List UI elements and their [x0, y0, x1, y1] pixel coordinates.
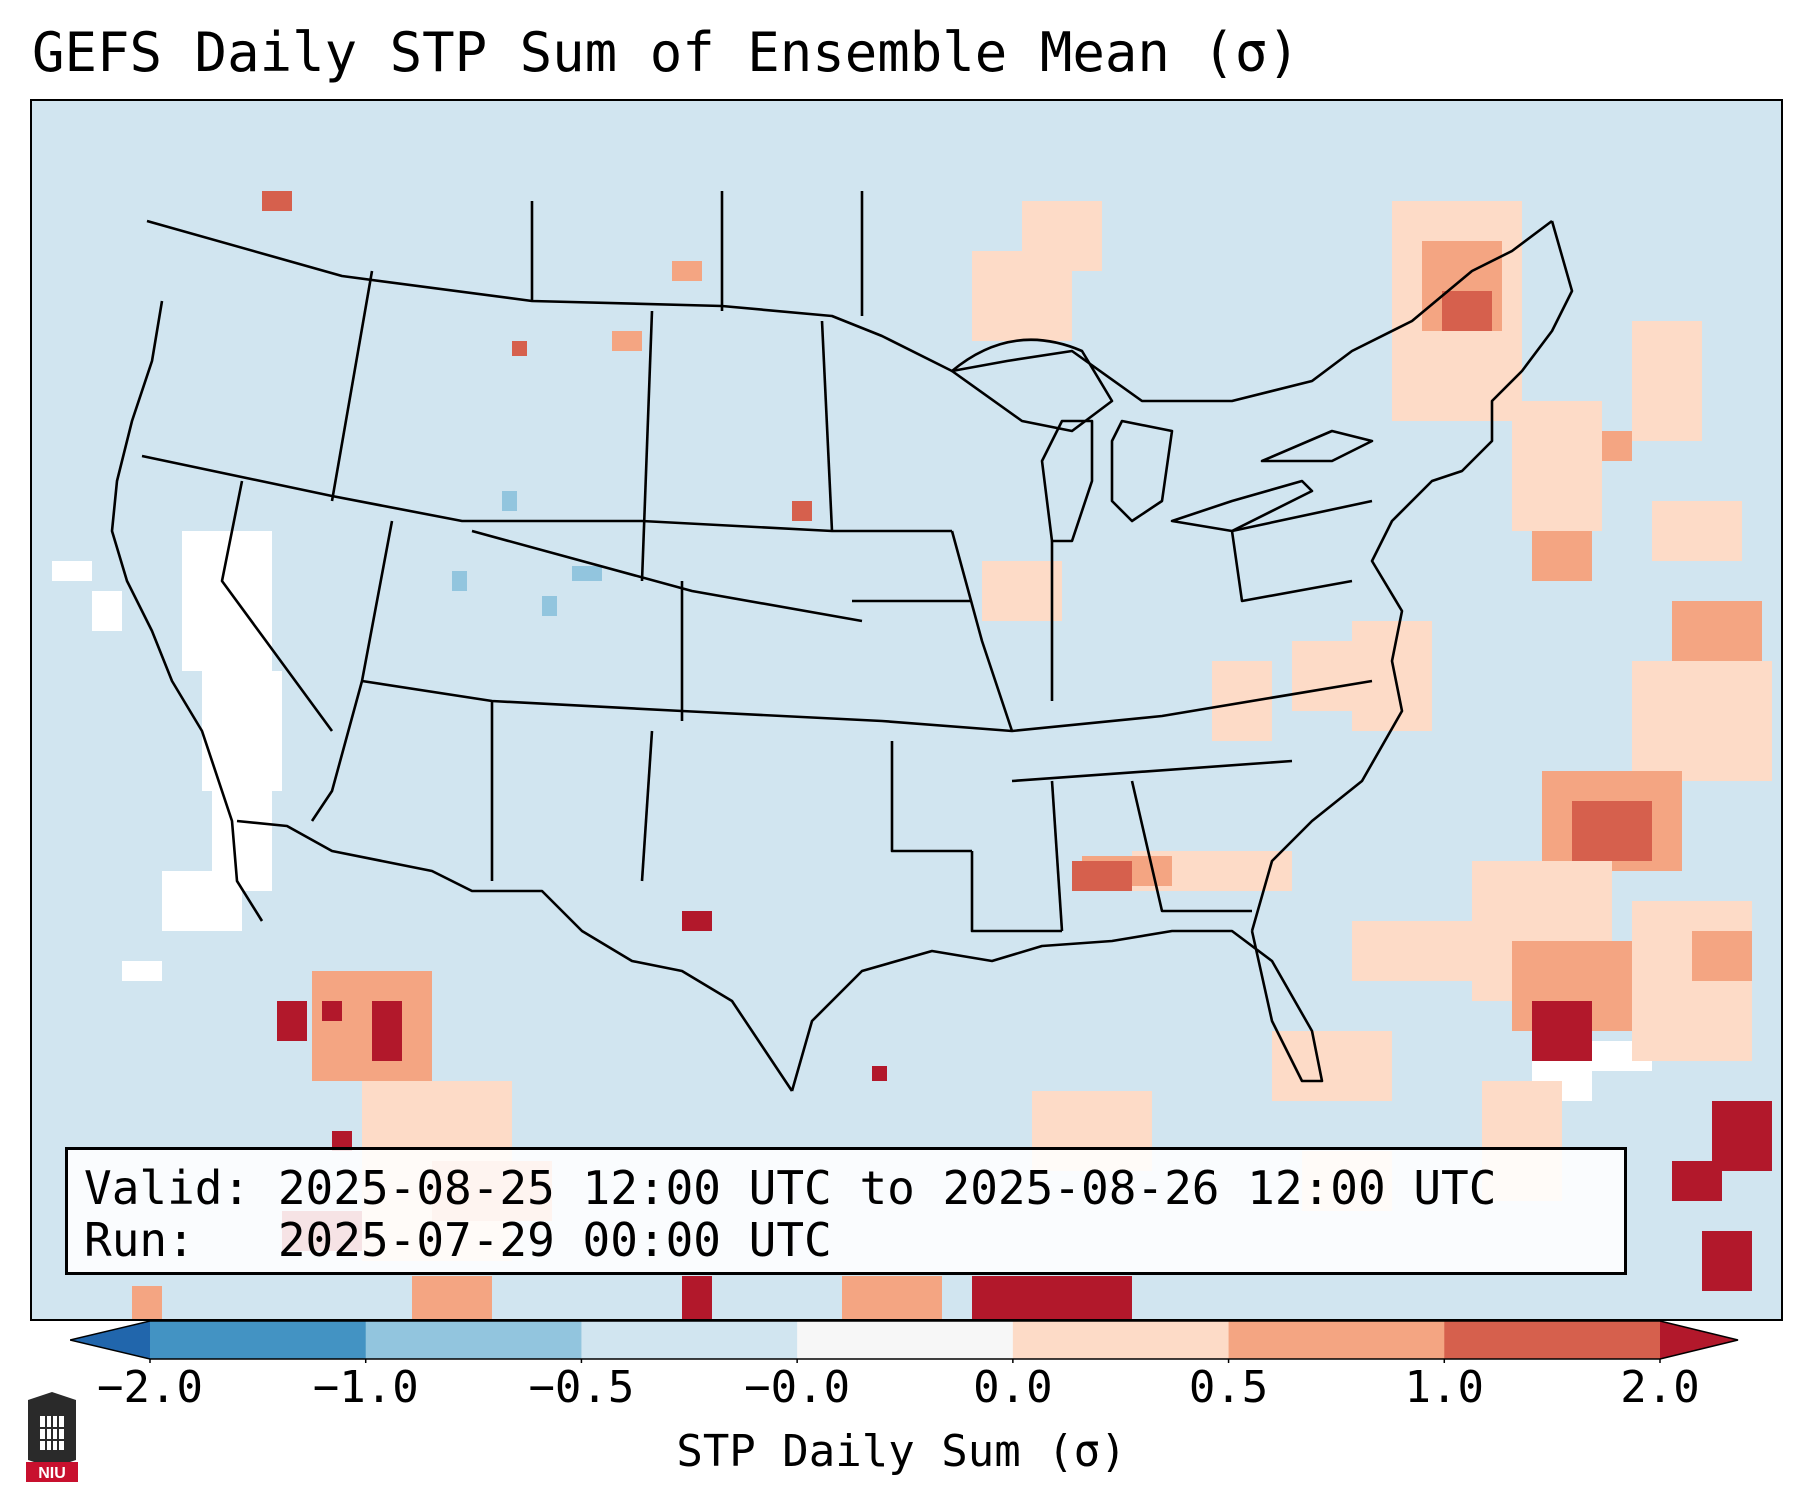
- cell-crimson: [872, 1066, 887, 1081]
- cell-white: [122, 961, 162, 981]
- map-panel: [30, 99, 1783, 1321]
- colorbar-bin: [797, 1321, 1014, 1359]
- state-borders: [110, 191, 1574, 1092]
- cell-dark: [1572, 801, 1652, 861]
- niu-logo-text: NIU: [38, 1465, 66, 1482]
- cell-dark: [792, 501, 812, 521]
- cell-light: [982, 561, 1062, 621]
- cell-dark: [1442, 291, 1492, 331]
- colorbar-bin: [1444, 1321, 1661, 1359]
- cell-white: [92, 591, 122, 631]
- colorbar-tick-label: −2.0: [97, 1362, 203, 1413]
- colorbar: [70, 1320, 1739, 1363]
- cell-med: [1532, 531, 1592, 581]
- valid-time-text: Valid: 2025-08-25 12:00 UTC to 2025-08-2…: [84, 1161, 1497, 1215]
- cell-light: [1652, 501, 1742, 561]
- colorbar-extend-min: [70, 1321, 150, 1359]
- cell-light: [1212, 661, 1272, 741]
- cell-white: [202, 671, 282, 791]
- cell-light: [1292, 641, 1352, 711]
- cell-med: [682, 911, 712, 931]
- cell-light: [1352, 621, 1432, 731]
- cell-light: [1352, 921, 1472, 981]
- colorbar-tick-label: 2.0: [1620, 1362, 1700, 1413]
- chart-title: GEFS Daily STP Sum of Ensemble Mean (σ): [32, 21, 1300, 84]
- cell-crimson: [1712, 1101, 1772, 1171]
- colorbar-bin: [365, 1321, 582, 1359]
- cell-med: [672, 261, 702, 281]
- cell-neg: [542, 596, 557, 616]
- colorbar-tick-label: 0.0: [973, 1362, 1053, 1413]
- cell-neg: [572, 566, 602, 581]
- niu-logo: NIU: [26, 1392, 78, 1482]
- cell-neg: [452, 571, 467, 591]
- cell-light: [1512, 401, 1602, 531]
- cell-white: [52, 561, 92, 581]
- cell-light: [1272, 1031, 1392, 1101]
- cell-crimson: [1672, 1161, 1722, 1201]
- cell-neg: [502, 491, 517, 511]
- run-time-text: Run: 2025-07-29 00:00 UTC: [84, 1213, 832, 1267]
- cell-med: [262, 191, 292, 211]
- cell-med: [1072, 861, 1132, 891]
- colorbar-bin: [1012, 1321, 1230, 1359]
- cell-med: [1602, 431, 1632, 461]
- colorbar-extend-max: [1660, 1321, 1738, 1359]
- us-map: [32, 101, 1781, 1319]
- colorbar-tick-label: −1.0: [312, 1362, 419, 1413]
- colorbar-bin: [1228, 1321, 1445, 1359]
- cell-med: [842, 1276, 942, 1319]
- cell-med: [612, 331, 642, 351]
- colorbar-bin: [581, 1321, 798, 1359]
- cell-med: [1692, 931, 1752, 981]
- cell-crimson: [332, 1131, 352, 1151]
- valid-run-box: Valid: 2025-08-25 12:00 UTC to 2025-08-2…: [65, 1147, 1627, 1275]
- colorbar-label: STP Daily Sum (σ): [676, 1426, 1127, 1477]
- colorbar-tick-label: 0.5: [1188, 1362, 1269, 1413]
- cell-light: [1632, 661, 1772, 781]
- colorbar-tick-label: −0.0: [744, 1362, 851, 1413]
- cell-med: [512, 341, 527, 356]
- cell-white: [162, 871, 242, 931]
- cell-light: [1632, 321, 1702, 441]
- colorbar-tick-label: −0.5: [528, 1362, 635, 1413]
- cell-med: [132, 1286, 162, 1319]
- cell-crimson: [277, 1001, 307, 1041]
- cell-crimson: [682, 1276, 712, 1319]
- cell-crimson: [1702, 1231, 1752, 1291]
- cell-crimson: [322, 1001, 342, 1021]
- cell-crimson: [1532, 1001, 1592, 1061]
- cell-crimson: [972, 1276, 1132, 1319]
- cell-med: [412, 1276, 492, 1319]
- cell-light: [1022, 201, 1102, 271]
- colorbar-bin: [150, 1321, 367, 1359]
- cell-crimson: [372, 1001, 402, 1061]
- colorbar-tick-label: 1.0: [1404, 1362, 1485, 1413]
